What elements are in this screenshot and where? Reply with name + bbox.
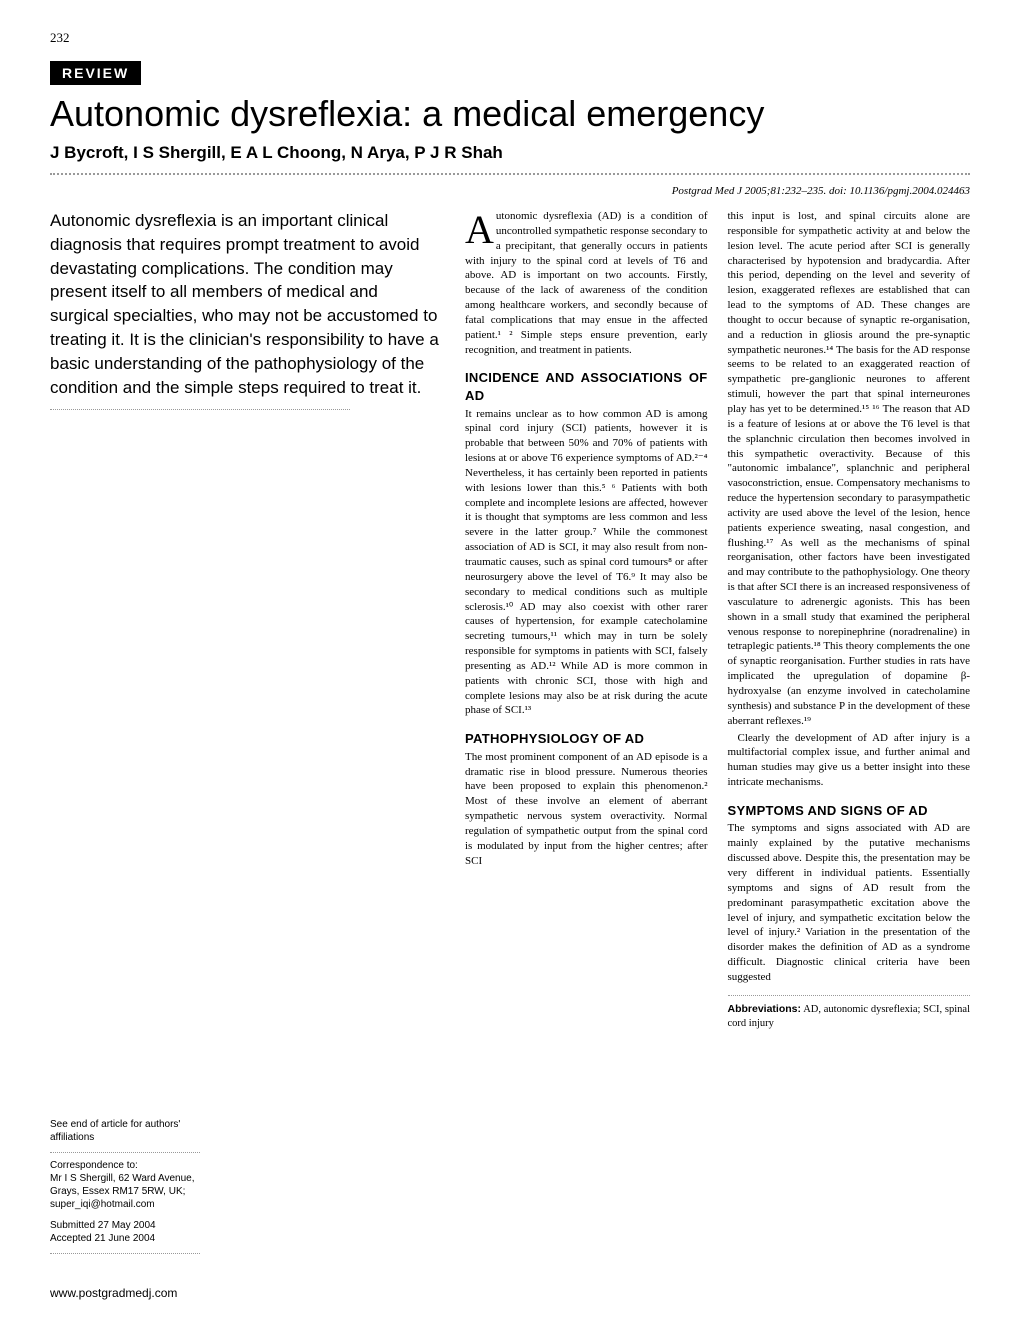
pathophysiology-continued-2: Clearly the development of AD after inju… [728, 731, 971, 790]
correspondence-text: Mr I S Shergill, 62 Ward Avenue, Grays, … [50, 1173, 195, 1210]
review-badge: REVIEW [50, 61, 141, 85]
dropcap-letter: A [465, 209, 496, 247]
main-content: Autonomic dysreflexia is an important cl… [50, 209, 970, 1031]
intro-text: utonomic dysreflexia (AD) is a condition… [465, 210, 708, 356]
incidence-paragraph: It remains unclear as to how common AD i… [465, 407, 708, 719]
submitted-date: Submitted 27 May 2004 [50, 1220, 156, 1231]
accepted-date: Accepted 21 June 2004 [50, 1233, 155, 1244]
vertical-copyright-notice: Postgrad Med J: first published as 10.11… [1000, 0, 1012, 50]
abstract-separator [50, 409, 350, 410]
symptoms-paragraph: The symptoms and signs associated with A… [728, 821, 971, 984]
authors-line: J Bycroft, I S Shergill, E A L Choong, N… [50, 143, 970, 163]
footer-url: www.postgradmedj.com [50, 1286, 177, 1300]
affiliations-note: See end of article for authors' affiliat… [50, 1118, 200, 1144]
section-heading-symptoms: SYMPTOMS AND SIGNS OF AD [728, 802, 971, 820]
dates-block: Submitted 27 May 2004 Accepted 21 June 2… [50, 1219, 200, 1245]
citation-line: Postgrad Med J 2005;81:232–235. doi: 10.… [50, 185, 970, 197]
sidebar-info: See end of article for authors' affiliat… [50, 1118, 200, 1260]
abstract-column: Autonomic dysreflexia is an important cl… [50, 209, 440, 1031]
pathophysiology-paragraph: The most prominent component of an AD ep… [465, 750, 708, 869]
abstract-text: Autonomic dysreflexia is an important cl… [50, 209, 440, 399]
correspondence-block: Correspondence to: Mr I S Shergill, 62 W… [50, 1159, 200, 1211]
section-heading-incidence: INCIDENCE AND ASSOCIATIONS OF AD [465, 369, 708, 404]
correspondence-label: Correspondence to: [50, 1160, 138, 1171]
abbreviations-box: Abbreviations: AD, autonomic dysreflexia… [728, 995, 971, 1031]
body-column-2: this input is lost, and spinal circuits … [728, 209, 971, 1031]
pathophysiology-continued-1: this input is lost, and spinal circuits … [728, 209, 971, 729]
body-columns: Autonomic dysreflexia (AD) is a conditio… [465, 209, 970, 1031]
section-heading-pathophysiology: PATHOPHYSIOLOGY OF AD [465, 730, 708, 748]
abbreviations-label: Abbreviations: [728, 1003, 802, 1015]
intro-paragraph: Autonomic dysreflexia (AD) is a conditio… [465, 209, 708, 357]
sidebar-separator-1 [50, 1152, 200, 1153]
article-title: Autonomic dysreflexia: a medical emergen… [50, 93, 970, 135]
sidebar-separator-2 [50, 1253, 200, 1254]
separator-top [50, 173, 970, 175]
body-column-1: Autonomic dysreflexia (AD) is a conditio… [465, 209, 708, 1031]
page-number: 232 [50, 30, 970, 46]
